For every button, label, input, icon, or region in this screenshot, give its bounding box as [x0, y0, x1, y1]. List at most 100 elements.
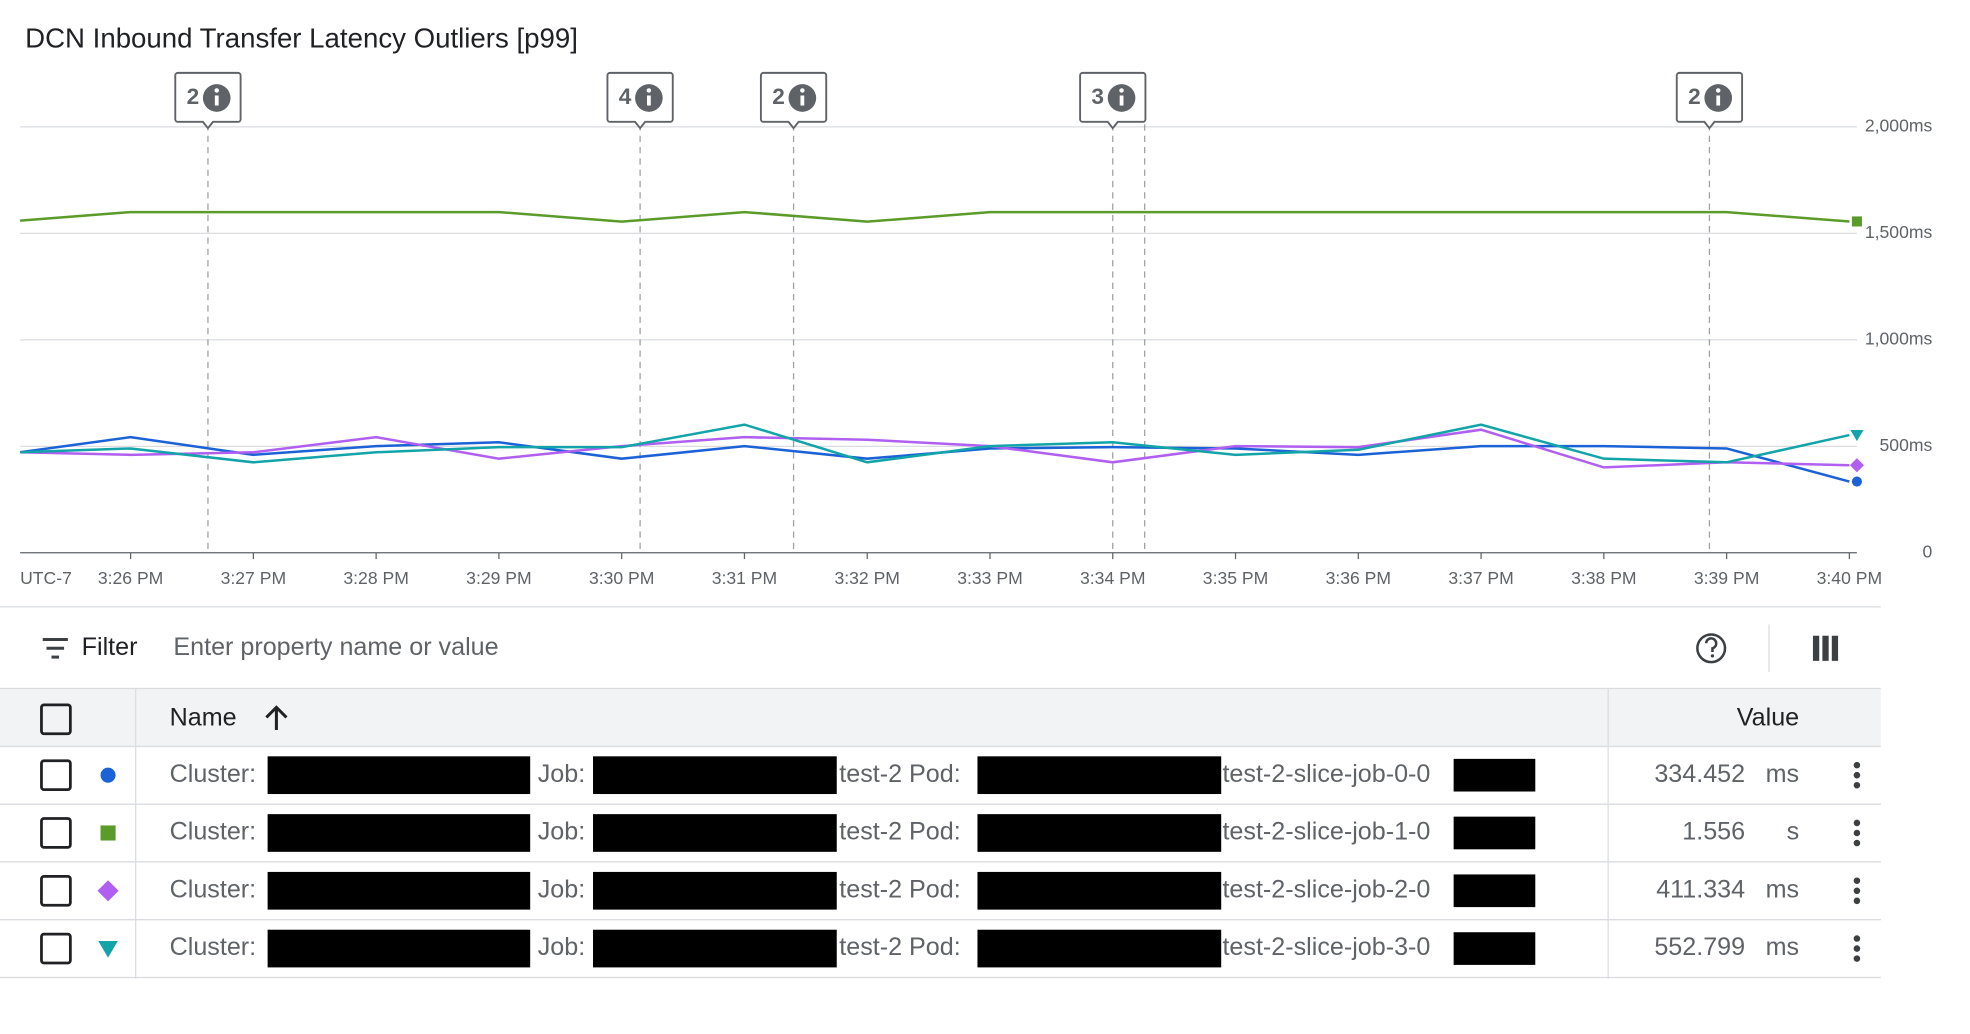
- legend-marker: [100, 825, 116, 841]
- redaction: [1453, 932, 1536, 965]
- info-icon: [214, 88, 219, 93]
- help-button[interactable]: [1696, 633, 1727, 664]
- value: 552.799: [1654, 933, 1745, 961]
- series-line: [20, 210, 1850, 223]
- x-tick-label: 3:37 PM: [1448, 568, 1513, 588]
- redaction: [593, 929, 837, 968]
- unit: s: [1787, 818, 1800, 846]
- redaction: [977, 814, 1222, 852]
- info-icon: [647, 95, 651, 106]
- redaction: [977, 929, 1222, 968]
- name-cluster: Cluster:: [170, 933, 257, 961]
- redaction: [267, 814, 531, 852]
- x-tick-label: 3:30 PM: [589, 568, 654, 588]
- column-header[interactable]: Value: [1737, 703, 1799, 731]
- x-tick-label: 3:27 PM: [221, 568, 286, 588]
- info-icon: [1715, 88, 1721, 93]
- y-tick-label: 1,000ms: [1865, 328, 1933, 348]
- legend-marker: [98, 941, 118, 958]
- y-tick-label: 500ms: [1880, 435, 1933, 455]
- row-menu[interactable]: [1853, 761, 1861, 789]
- name-cluster: Cluster:: [170, 875, 257, 903]
- redaction: [267, 756, 531, 795]
- annotation-count: 2: [1688, 84, 1701, 109]
- x-tick-label: 3:31 PM: [712, 568, 777, 588]
- info-icon: [800, 95, 805, 106]
- redaction: [1453, 874, 1536, 908]
- redaction: [593, 814, 837, 852]
- chart-title: DCN Inbound Transfer Latency Outliers [p…: [25, 23, 578, 54]
- x-axis-label: UTC-7: [20, 568, 72, 588]
- annotation-count: 2: [772, 84, 785, 109]
- name-slice: test-2-slice-job-1-0: [1222, 818, 1430, 846]
- value: 334.452: [1654, 760, 1745, 788]
- x-tick-label: 3:36 PM: [1326, 568, 1391, 588]
- unit: ms: [1766, 933, 1799, 961]
- redaction: [977, 871, 1222, 910]
- x-tick-label: 3:29 PM: [466, 568, 531, 588]
- table-header: [0, 688, 1881, 748]
- info-icon: [1119, 95, 1124, 106]
- unit: ms: [1766, 875, 1799, 903]
- info-icon: [646, 88, 652, 93]
- end-marker: [1850, 430, 1864, 442]
- name-pod: test-2 Pod:: [839, 875, 960, 903]
- x-tick-label: 3:38 PM: [1571, 568, 1636, 588]
- row-checkbox[interactable]: [40, 932, 72, 965]
- row-menu[interactable]: [1853, 877, 1861, 905]
- unit: ms: [1766, 760, 1799, 788]
- y-tick-label: 0: [1923, 541, 1933, 561]
- value: 1.556: [1682, 818, 1745, 846]
- name-cluster: Cluster:: [170, 818, 257, 846]
- name-slice: test-2-slice-job-2-0: [1222, 875, 1430, 903]
- sort-arrow[interactable]: [265, 705, 288, 730]
- name-pod: test-2 Pod:: [839, 760, 960, 788]
- row-menu[interactable]: [1853, 819, 1861, 847]
- info-icon: [214, 95, 219, 106]
- x-tick-label: 3:34 PM: [1080, 568, 1145, 588]
- redaction: [267, 871, 531, 910]
- column-header[interactable]: Name: [170, 703, 237, 731]
- series-line: [20, 423, 1850, 464]
- annotation-count: 3: [1091, 84, 1104, 109]
- info-icon: [1716, 95, 1721, 106]
- name-job: Job:: [538, 933, 585, 961]
- columns-button[interactable]: [1812, 635, 1839, 661]
- redaction: [1453, 816, 1536, 850]
- row-menu[interactable]: [1853, 935, 1861, 962]
- name-job: Job:: [538, 875, 585, 903]
- filter-icon: [42, 637, 68, 659]
- name-job: Job:: [538, 818, 585, 846]
- value: 411.334: [1656, 875, 1745, 903]
- filter-input[interactable]: Enter property name or value: [173, 633, 498, 661]
- name-pod: test-2 Pod:: [839, 818, 960, 846]
- x-tick-label: 3:39 PM: [1694, 568, 1759, 588]
- redaction: [267, 929, 531, 968]
- end-marker: [1851, 476, 1862, 487]
- select-all-checkbox[interactable]: [40, 703, 72, 736]
- y-tick-label: 1,500ms: [1865, 222, 1933, 242]
- name-job: Job:: [538, 760, 585, 788]
- x-tick-label: 3:35 PM: [1203, 568, 1268, 588]
- x-tick-label: 3:28 PM: [343, 568, 408, 588]
- end-marker: [1851, 216, 1862, 227]
- name-cluster: Cluster:: [170, 760, 257, 788]
- x-tick-label: 3:40 PM: [1817, 568, 1882, 588]
- redaction: [977, 756, 1222, 795]
- info-icon: [800, 88, 805, 93]
- y-tick-label: 2,000ms: [1865, 116, 1933, 136]
- name-slice: test-2-slice-job-3-0: [1222, 933, 1430, 961]
- series-line: [20, 428, 1850, 469]
- end-marker: [1849, 458, 1864, 473]
- row-checkbox[interactable]: [40, 874, 72, 907]
- row-checkbox[interactable]: [40, 759, 72, 792]
- x-tick-label: 3:26 PM: [98, 568, 163, 588]
- name-slice: test-2-slice-job-0-0: [1222, 760, 1430, 788]
- name-pod: test-2 Pod:: [839, 933, 960, 961]
- redaction: [1453, 758, 1536, 792]
- x-tick-label: 3:32 PM: [834, 568, 899, 588]
- redaction: [593, 871, 837, 910]
- row-checkbox[interactable]: [40, 817, 72, 849]
- annotation-count: 2: [187, 84, 200, 109]
